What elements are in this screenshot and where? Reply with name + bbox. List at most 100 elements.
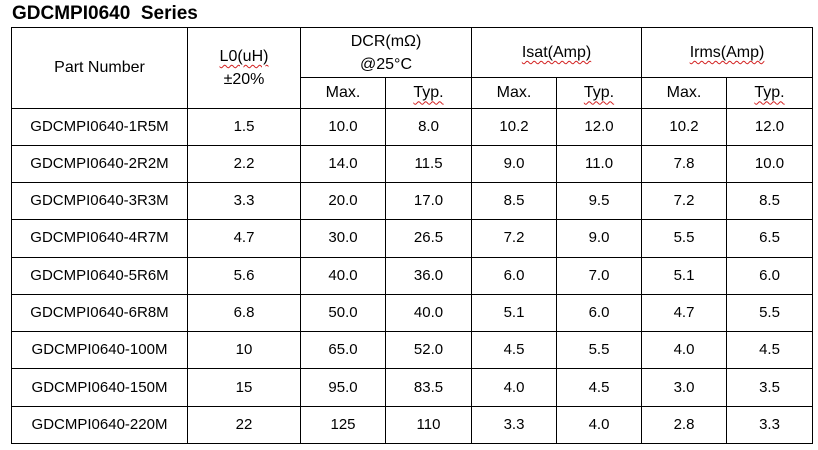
cell-dcr-max: 20.0 bbox=[300, 182, 386, 221]
cell-dcr-typ: 83.5 bbox=[384, 368, 473, 407]
header-isat-max: Max. bbox=[471, 77, 558, 109]
cell-isat-max: 8.5 bbox=[471, 182, 558, 221]
header-isat-label: Isat(Amp) bbox=[521, 44, 592, 62]
cell-isat-max: 6.0 bbox=[471, 256, 558, 295]
cell-inductance: 3.3 bbox=[187, 182, 301, 221]
cell-dcr-max: 14.0 bbox=[300, 144, 386, 184]
cell-part-number: GDCMPI0640-100M bbox=[11, 331, 188, 370]
header-row-top: Part Number L0(uH) ±20% DCR(mΩ) @25°C Is… bbox=[11, 26, 814, 109]
header-irms-max: Max. bbox=[641, 77, 728, 109]
cell-part-number: GDCMPI0640-2R2M bbox=[11, 144, 188, 184]
cell-dcr-max: 30.0 bbox=[300, 219, 386, 258]
cell-irms-typ: 3.5 bbox=[726, 368, 814, 407]
header-row-sub: Max. Typ. Max. Typ. Max. Typ. bbox=[12, 77, 814, 109]
cell-irms-typ: 5.5 bbox=[726, 293, 814, 333]
cell-dcr-max: 10.0 bbox=[300, 107, 386, 146]
cell-isat-typ: 7.0 bbox=[556, 256, 643, 295]
header-irms-typ-label: Typ. bbox=[754, 84, 785, 102]
cell-dcr-max: 50.0 bbox=[300, 293, 386, 333]
cell-isat-typ: 4.5 bbox=[556, 368, 643, 407]
cell-irms-max: 4.0 bbox=[641, 331, 728, 370]
cell-part-number: GDCMPI0640-220M bbox=[11, 405, 188, 445]
header-inductance: L0(uH) ±20% bbox=[187, 27, 301, 109]
series-title: GDCMPI0640 Series bbox=[12, 3, 198, 24]
cell-isat-typ: 5.5 bbox=[556, 331, 643, 370]
header-dcr-line1: DCR(mΩ) bbox=[350, 32, 422, 50]
cell-part-number: GDCMPI0640-150M bbox=[11, 368, 188, 407]
cell-dcr-max: 95.0 bbox=[300, 368, 386, 407]
table-row: GDCMPI0640-4R7M 4.7 30.0 26.5 7.2 9.0 5.5 6.5 bbox=[11, 219, 814, 258]
header-dcr: DCR(mΩ) @25°C bbox=[299, 26, 473, 79]
cell-part-number: GDCMPI0640-5R6M bbox=[11, 256, 188, 295]
cell-irms-max: 5.1 bbox=[641, 256, 728, 295]
cell-irms-max: 7.8 bbox=[641, 144, 728, 184]
cell-irms-max: 3.0 bbox=[641, 368, 728, 407]
cell-isat-max: 4.0 bbox=[471, 368, 558, 407]
table-row: GDCMPI0640-6R8M 6.8 50.0 40.0 5.1 6.0 4.7 5.5 bbox=[11, 293, 814, 333]
cell-isat-max: 7.2 bbox=[471, 219, 558, 258]
cell-dcr-max: 125 bbox=[300, 405, 386, 445]
cell-inductance: 10 bbox=[187, 331, 301, 370]
cell-isat-typ: 9.5 bbox=[556, 182, 643, 221]
cell-irms-typ: 4.5 bbox=[726, 331, 814, 370]
cell-dcr-typ: 11.5 bbox=[384, 144, 473, 184]
cell-part-number: GDCMPI0640-3R3M bbox=[11, 182, 188, 221]
cell-dcr-typ: 8.0 bbox=[384, 107, 473, 146]
table-row: GDCMPI0640-1R5M 1.5 10.0 8.0 10.2 12.0 10.2 12.… bbox=[11, 107, 814, 146]
header-inductance-line2: ±20% bbox=[223, 70, 265, 88]
cell-irms-typ: 12.0 bbox=[726, 107, 814, 146]
header-dcr-typ-label: Typ. bbox=[413, 84, 444, 102]
spec-table: Part Number L0(uH) ±20% DCR(mΩ) @25°C Is… bbox=[11, 26, 814, 445]
cell-irms-max: 4.7 bbox=[641, 293, 728, 333]
cell-inductance: 2.2 bbox=[187, 144, 301, 184]
header-dcr-max: Max. bbox=[300, 77, 386, 109]
cell-isat-max: 5.1 bbox=[471, 293, 558, 333]
cell-isat-typ: 11.0 bbox=[556, 144, 643, 184]
cell-inductance: 15 bbox=[187, 368, 301, 407]
cell-inductance: 1.5 bbox=[187, 107, 301, 146]
header-irms: Irms(Amp) bbox=[641, 26, 814, 79]
table-row: GDCMPI0640-100M 10 65.0 52.0 4.5 5.5 4.0 4.5 bbox=[11, 331, 814, 370]
cell-inductance: 5.6 bbox=[187, 256, 301, 295]
cell-dcr-typ: 110 bbox=[384, 405, 473, 445]
header-dcr-typ: Typ. bbox=[384, 77, 473, 109]
cell-irms-typ: 10.0 bbox=[726, 144, 814, 184]
cell-irms-max: 10.2 bbox=[641, 107, 728, 146]
cell-irms-typ: 6.5 bbox=[726, 219, 814, 258]
table-row: GDCMPI0640-2R2M 2.2 14.0 11.5 9.0 11.0 7.8 10.0 bbox=[11, 144, 814, 184]
cell-dcr-typ: 26.5 bbox=[384, 219, 473, 258]
cell-irms-max: 2.8 bbox=[641, 405, 728, 445]
table-row: GDCMPI0640-3R3M 3.3 20.0 17.0 8.5 9.5 7.2 8.5 bbox=[11, 182, 814, 221]
cell-irms-max: 7.2 bbox=[641, 182, 728, 221]
cell-part-number: GDCMPI0640-4R7M bbox=[11, 219, 188, 258]
cell-irms-typ: 6.0 bbox=[726, 256, 814, 295]
table-row: GDCMPI0640-150M 15 95.0 83.5 4.0 4.5 3.0 3.5 bbox=[11, 368, 814, 407]
cell-irms-typ: 3.3 bbox=[726, 405, 814, 445]
cell-inductance: 4.7 bbox=[187, 219, 301, 258]
cell-dcr-typ: 52.0 bbox=[384, 331, 473, 370]
cell-isat-max: 4.5 bbox=[471, 331, 558, 370]
cell-part-number: GDCMPI0640-6R8M bbox=[11, 293, 188, 333]
cell-irms-typ: 8.5 bbox=[726, 182, 814, 221]
header-isat: Isat(Amp) bbox=[471, 26, 643, 79]
cell-inductance: 6.8 bbox=[187, 293, 301, 333]
cell-isat-typ: 6.0 bbox=[556, 293, 643, 333]
header-irms-typ: Typ. bbox=[726, 77, 814, 109]
cell-isat-max: 10.2 bbox=[471, 107, 558, 146]
cell-isat-typ: 9.0 bbox=[556, 219, 643, 258]
header-dcr-line2: @25°C bbox=[360, 55, 412, 73]
cell-dcr-max: 40.0 bbox=[300, 256, 386, 295]
cell-dcr-typ: 17.0 bbox=[384, 182, 473, 221]
table-row: GDCMPI0640-5R6M 5.6 40.0 36.0 6.0 7.0 5.1 6.0 bbox=[11, 256, 814, 295]
cell-irms-max: 5.5 bbox=[641, 219, 728, 258]
table-row: GDCMPI0640-220M 22 125 110 3.3 4.0 2.8 3.3 bbox=[11, 405, 814, 445]
header-isat-typ: Typ. bbox=[556, 77, 643, 109]
cell-isat-max: 3.3 bbox=[471, 405, 558, 445]
cell-part-number: GDCMPI0640-1R5M bbox=[11, 107, 188, 146]
header-part-number: Part Number bbox=[11, 27, 188, 109]
header-inductance-line1: L0(uH) bbox=[219, 47, 269, 65]
cell-isat-typ: 12.0 bbox=[556, 107, 643, 146]
cell-dcr-typ: 40.0 bbox=[384, 293, 473, 333]
header-isat-typ-label: Typ. bbox=[583, 84, 615, 102]
cell-isat-max: 9.0 bbox=[471, 144, 558, 184]
